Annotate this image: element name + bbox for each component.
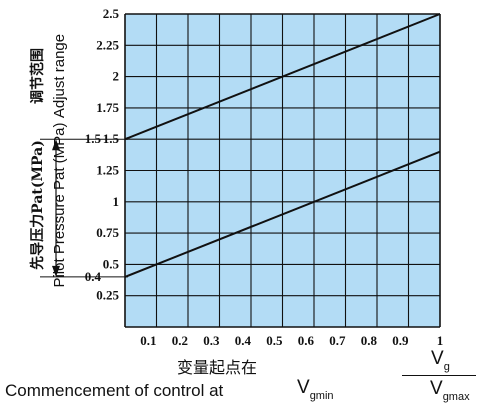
fraction-numerator: Vg: [431, 348, 450, 373]
vgmax-subscript: gmax: [442, 391, 470, 403]
x-tick-label: 1: [437, 333, 444, 348]
series-line-1: [124, 13, 441, 141]
y-tick-label: 1: [113, 194, 120, 209]
y-tick-label: 1.25: [96, 163, 119, 178]
y-label-pressure-cn: 先导压力Pat(MPa): [29, 140, 46, 270]
x-tick-label: 0.3: [203, 333, 220, 348]
series-line-2: [124, 150, 441, 278]
x-tick-label: 0.8: [361, 333, 378, 348]
fraction-bar: [402, 375, 476, 376]
y-label-range-cn: 调节范围: [29, 48, 46, 104]
v-symbol: V: [430, 378, 443, 399]
y-tick-label: 0.25: [96, 288, 119, 303]
x-tick-label: 0.1: [140, 333, 156, 348]
x-tick-label: 0.4: [235, 333, 252, 348]
y-tick-label: 0.75: [96, 225, 119, 240]
y-label-range-en: Adjust range: [51, 34, 68, 118]
x-tick-label: 0.5: [266, 333, 283, 348]
y-tick-label: 2.5: [103, 6, 120, 21]
y-tick-label: 1.75: [96, 100, 119, 115]
y-tick-label: 2: [113, 69, 120, 84]
y-tick-label: 2.25: [96, 37, 119, 52]
y-tick-label: 0.5: [103, 256, 120, 271]
v-gmin-subscript: gmin: [309, 390, 334, 402]
x-label-en: Commencement of control at: [5, 381, 224, 400]
y-label-pressure-en: Pilot Pressure Pat (MPa): [51, 122, 68, 287]
vg-subscript: g: [443, 361, 450, 373]
v-symbol: V: [431, 348, 444, 369]
x-tick-label: 0.6: [298, 333, 315, 348]
v-gmin-symbol: Vgmin: [297, 377, 334, 402]
fraction-denominator: Vgmax: [430, 378, 470, 403]
arrowhead-down-icon: [52, 265, 60, 277]
x-tick-label: 0.9: [392, 333, 409, 348]
x-tick-label: 0.7: [329, 333, 346, 348]
v-symbol: V: [297, 377, 310, 398]
x-tick-label: 0.2: [172, 333, 188, 348]
arrowhead-up-icon: [52, 139, 60, 151]
x-label-cn: 变量起点在: [177, 358, 258, 377]
